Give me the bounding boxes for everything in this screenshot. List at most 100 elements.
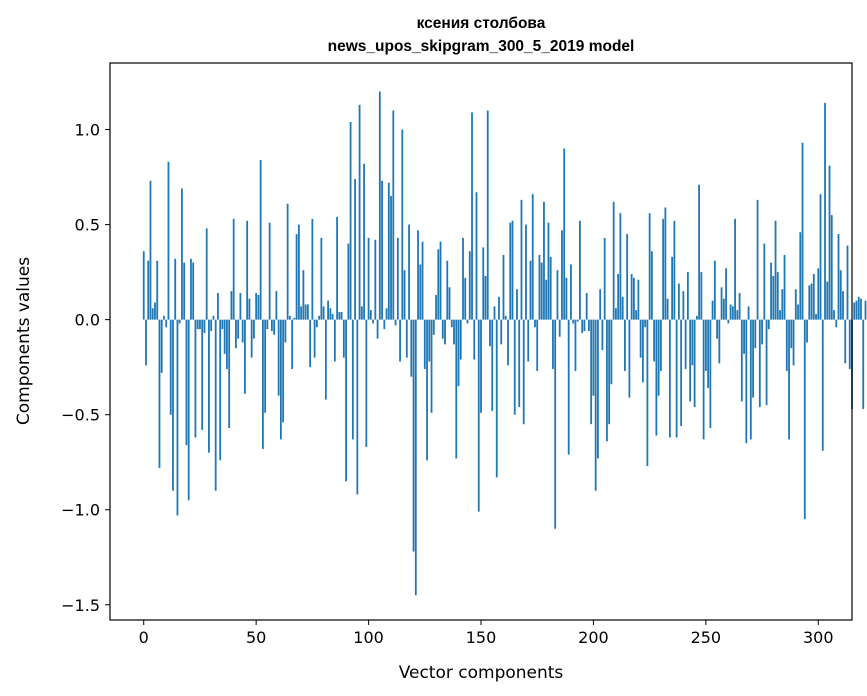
bar	[529, 260, 532, 320]
bar	[686, 272, 689, 320]
bar	[662, 218, 665, 320]
bar	[574, 319, 577, 371]
bar	[617, 274, 620, 320]
bar	[758, 319, 761, 408]
bar	[531, 194, 534, 320]
bar	[181, 188, 183, 320]
bar	[199, 319, 201, 330]
bar	[480, 319, 482, 413]
bar	[147, 260, 150, 320]
x-axis-ticks: 0 50 100 150 200 250 300	[139, 620, 834, 647]
bar	[601, 319, 604, 351]
x-tick-label: 150	[466, 628, 497, 647]
bar	[572, 319, 575, 324]
bar	[507, 319, 509, 366]
bar	[201, 319, 204, 430]
bar	[250, 319, 253, 358]
bar	[340, 312, 343, 320]
bar	[419, 264, 422, 320]
bar	[720, 287, 723, 320]
bar	[149, 180, 152, 320]
bar	[855, 300, 858, 320]
bar	[358, 104, 361, 320]
bar	[668, 319, 671, 438]
y-tick-label: −1.0	[61, 501, 100, 520]
bar	[212, 315, 215, 320]
bar	[740, 319, 743, 402]
bar	[803, 319, 806, 520]
bar	[439, 241, 442, 320]
y-tick-label: 0.0	[75, 311, 100, 330]
bar	[412, 319, 415, 552]
bar	[392, 110, 395, 320]
bar	[210, 319, 213, 332]
bar	[641, 319, 644, 383]
bar	[709, 319, 712, 428]
x-tick-label: 300	[803, 628, 834, 647]
bar	[203, 319, 206, 333]
bar	[297, 224, 300, 320]
bar	[781, 289, 784, 320]
bar	[792, 319, 795, 366]
bar	[864, 300, 867, 320]
bar	[680, 319, 683, 427]
bar	[262, 319, 264, 449]
bar	[554, 319, 557, 529]
x-tick-label: 50	[246, 628, 266, 647]
bar	[410, 319, 413, 377]
bar	[246, 220, 249, 320]
bar	[702, 319, 705, 440]
bar	[770, 262, 772, 320]
bar	[570, 264, 572, 320]
bar	[347, 243, 350, 320]
bar	[183, 262, 186, 320]
bar	[599, 289, 602, 320]
bar	[743, 319, 745, 354]
bar	[414, 319, 417, 596]
bar	[295, 234, 298, 320]
bar	[235, 319, 237, 349]
bar	[324, 319, 327, 400]
x-axis-label: Vector components	[399, 663, 564, 683]
bar	[327, 300, 329, 320]
bar	[145, 319, 147, 366]
bar	[158, 319, 161, 468]
bar	[390, 196, 392, 320]
bar	[657, 319, 660, 396]
bar	[457, 319, 460, 387]
bar	[650, 251, 653, 320]
x-tick-label: 200	[578, 628, 609, 647]
bar	[320, 237, 323, 320]
bar	[776, 272, 779, 320]
bar	[408, 224, 410, 320]
bar	[473, 319, 476, 360]
bar	[142, 251, 145, 320]
bar	[196, 319, 199, 330]
bar	[516, 289, 518, 320]
bar	[612, 201, 615, 320]
bar	[221, 319, 224, 330]
bar	[471, 112, 473, 320]
bar	[500, 319, 503, 345]
bar	[700, 272, 703, 320]
bar	[518, 319, 521, 408]
bar	[619, 213, 622, 320]
bar	[349, 121, 352, 320]
bar	[257, 294, 260, 320]
bar	[833, 310, 835, 320]
bar	[538, 255, 541, 320]
bar	[403, 270, 406, 320]
bar	[322, 306, 325, 320]
bar	[621, 296, 624, 320]
bar	[253, 319, 255, 339]
bar	[783, 255, 786, 320]
bar	[608, 319, 611, 425]
bar	[545, 279, 548, 320]
bar	[466, 319, 469, 324]
bar	[178, 319, 181, 324]
bar	[745, 319, 748, 444]
bar	[830, 215, 833, 320]
bar	[169, 319, 172, 415]
bar	[666, 298, 669, 320]
bar	[576, 319, 579, 322]
